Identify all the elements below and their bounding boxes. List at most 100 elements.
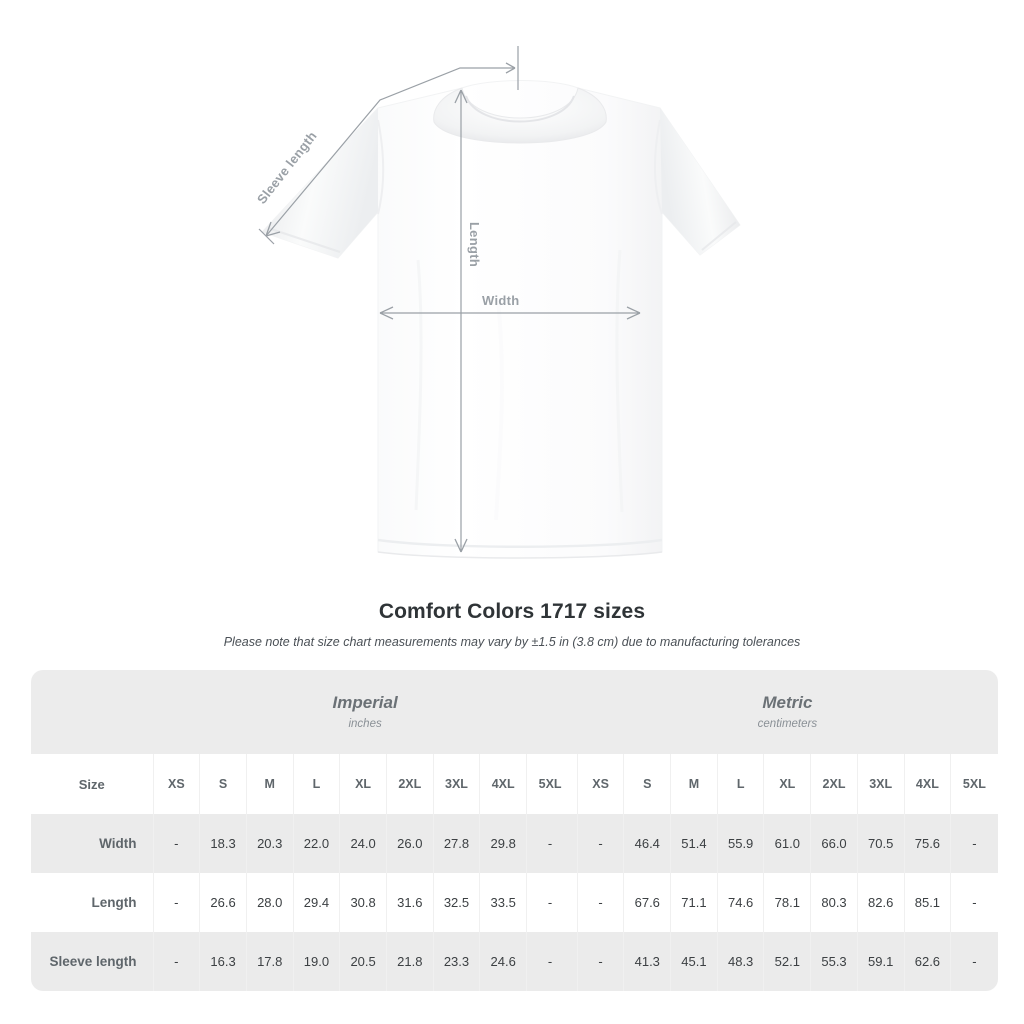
size-header-metric-l: L [716,754,764,814]
unit-separator [573,754,578,814]
size-chart-table-container: Imperial inches Metric centimeters Size XS S M L… [31,670,998,991]
unit-header-row: Imperial inches Metric centimeters [31,670,998,754]
cell-width-imperial-l: 22.0 [292,814,340,873]
cell-length-imperial-2xl: 31.6 [385,873,434,932]
sleeve-length-dimension [258,46,519,245]
size-column-header: Size [31,754,153,814]
cell-sleeve-length-metric-4xl: 62.6 [903,932,951,991]
cell-length-metric-4xl: 85.1 [903,873,951,932]
cell-width-imperial-xl: 24.0 [339,814,387,873]
unit-subtitle: inches [348,718,382,731]
unit-name: Imperial [332,692,398,712]
size-header-metric-xl: XL [763,754,811,814]
size-header-imperial-xl: XL [339,754,387,814]
chart-caption: Comfort Colors 1717 sizes Please note th… [0,600,1024,649]
cell-sleeve-length-metric-2xl: 55.3 [810,932,858,991]
cell-sleeve-length-imperial-3xl: 23.3 [432,932,480,991]
size-header-metric-5xl: 5XL [950,754,998,814]
cell-sleeve-length-metric-m: 45.1 [670,932,718,991]
cell-sleeve-length-metric-s: 41.3 [623,932,671,991]
cell-length-metric-s: 67.6 [623,873,671,932]
length-label: Length [467,221,483,268]
cell-width-imperial-2xl: 26.0 [385,814,434,873]
cell-width-metric-m: 51.4 [670,814,718,873]
size-header-metric-s: S [623,754,671,814]
size-chart-table: Imperial inches Metric centimeters Size XS S M L… [31,670,998,991]
cell-width-metric-3xl: 70.5 [856,814,905,873]
page-title: Comfort Colors 1717 sizes [378,600,646,623]
cell-sleeve-length-imperial-5xl: - [526,932,574,991]
cell-sleeve-length-metric-xl: 52.1 [763,932,811,991]
cell-sleeve-length-metric-l: 48.3 [716,932,764,991]
length-dimension [454,89,468,553]
cell-length-imperial-m: 28.0 [245,873,294,932]
cell-length-imperial-xs: - [152,873,200,932]
cell-sleeve-length-metric-xs: - [576,932,624,991]
size-header-row: Size XS S M L XL 2XL 3XL 4XL 5XL XS S M L XL 2XL 3XL 4XL 5… [31,754,998,814]
size-header-imperial-4xl: 4XL [479,754,527,814]
cell-sleeve-length-imperial-xl: 20.5 [339,932,387,991]
cell-length-metric-xs: - [576,873,624,932]
unit-subtitle: centimeters [757,718,818,731]
row-label-width: Width [31,814,153,873]
cell-length-imperial-s: 26.6 [199,873,247,932]
size-header-metric-xs: XS [576,754,624,814]
unit-name: Metric [762,692,813,712]
dimension-lines [258,46,641,553]
cell-length-imperial-xl: 30.8 [339,873,387,932]
size-header-imperial-l: L [292,754,340,814]
size-header-imperial-5xl: 5XL [526,754,574,814]
size-header-imperial-3xl: 3XL [432,754,480,814]
unit-separator [573,873,578,932]
size-header-imperial-s: S [199,754,247,814]
cell-sleeve-length-imperial-4xl: 24.6 [479,932,527,991]
cell-length-metric-l: 74.6 [716,873,764,932]
unit-header-spacer [31,670,153,754]
cell-length-metric-3xl: 82.6 [856,873,905,932]
cell-length-imperial-l: 29.4 [292,873,340,932]
cell-width-imperial-m: 20.3 [245,814,294,873]
cell-length-imperial-3xl: 32.5 [432,873,480,932]
cell-sleeve-length-imperial-s: 16.3 [199,932,247,991]
width-label: Width [482,293,520,308]
row-label-sleeve-length: Sleeve length [31,932,153,991]
tolerance-note: Please note that size chart measurements… [223,635,801,649]
cell-width-metric-l: 55.9 [716,814,764,873]
cell-sleeve-length-imperial-xs: - [152,932,200,991]
cell-width-imperial-4xl: 29.8 [479,814,527,873]
tshirt-diagram: Sleeve length Length Width [254,46,741,559]
cell-width-metric-s: 46.4 [623,814,671,873]
cell-sleeve-length-imperial-m: 17.8 [245,932,294,991]
cell-width-metric-xl: 61.0 [763,814,811,873]
unit-header-imperial: Imperial inches [153,670,578,754]
cell-width-imperial-s: 18.3 [199,814,247,873]
cell-length-metric-2xl: 80.3 [810,873,858,932]
size-header-metric-2xl: 2XL [810,754,858,814]
unit-separator [573,814,578,873]
shirt-body-shape [261,80,741,559]
size-header-metric-m: M [670,754,718,814]
row-label-length: Length [31,873,153,932]
cell-sleeve-length-metric-3xl: 59.1 [856,932,905,991]
cell-width-imperial-xs: - [152,814,200,873]
table-row: Sleeve length -16.3 17.8 19.0 20.5 21.8 23.3 24… [31,932,998,991]
cell-sleeve-length-imperial-l: 19.0 [292,932,340,991]
size-header-imperial-xs: XS [152,754,200,814]
cell-length-metric-m: 71.1 [670,873,718,932]
table-row: Length -26.6 28.0 29.4 30.8 31.6 32.5 33.5- -67.… [31,873,998,932]
unit-separator [573,932,578,991]
unit-header-metric: Metric centimeters [577,670,998,754]
tshirt-illustration [258,46,741,559]
cell-width-imperial-5xl: - [526,814,574,873]
width-dimension [379,306,641,320]
size-header-imperial-2xl: 2XL [385,754,434,814]
cell-width-metric-5xl: - [950,814,998,873]
cell-length-metric-xl: 78.1 [763,873,811,932]
size-header-metric-4xl: 4XL [903,754,951,814]
cell-width-metric-4xl: 75.6 [903,814,951,873]
cell-sleeve-length-imperial-2xl: 21.8 [385,932,434,991]
cell-width-imperial-3xl: 27.8 [432,814,480,873]
size-header-metric-3xl: 3XL [856,754,905,814]
cell-width-metric-xs: - [576,814,624,873]
cell-length-imperial-5xl: - [526,873,574,932]
